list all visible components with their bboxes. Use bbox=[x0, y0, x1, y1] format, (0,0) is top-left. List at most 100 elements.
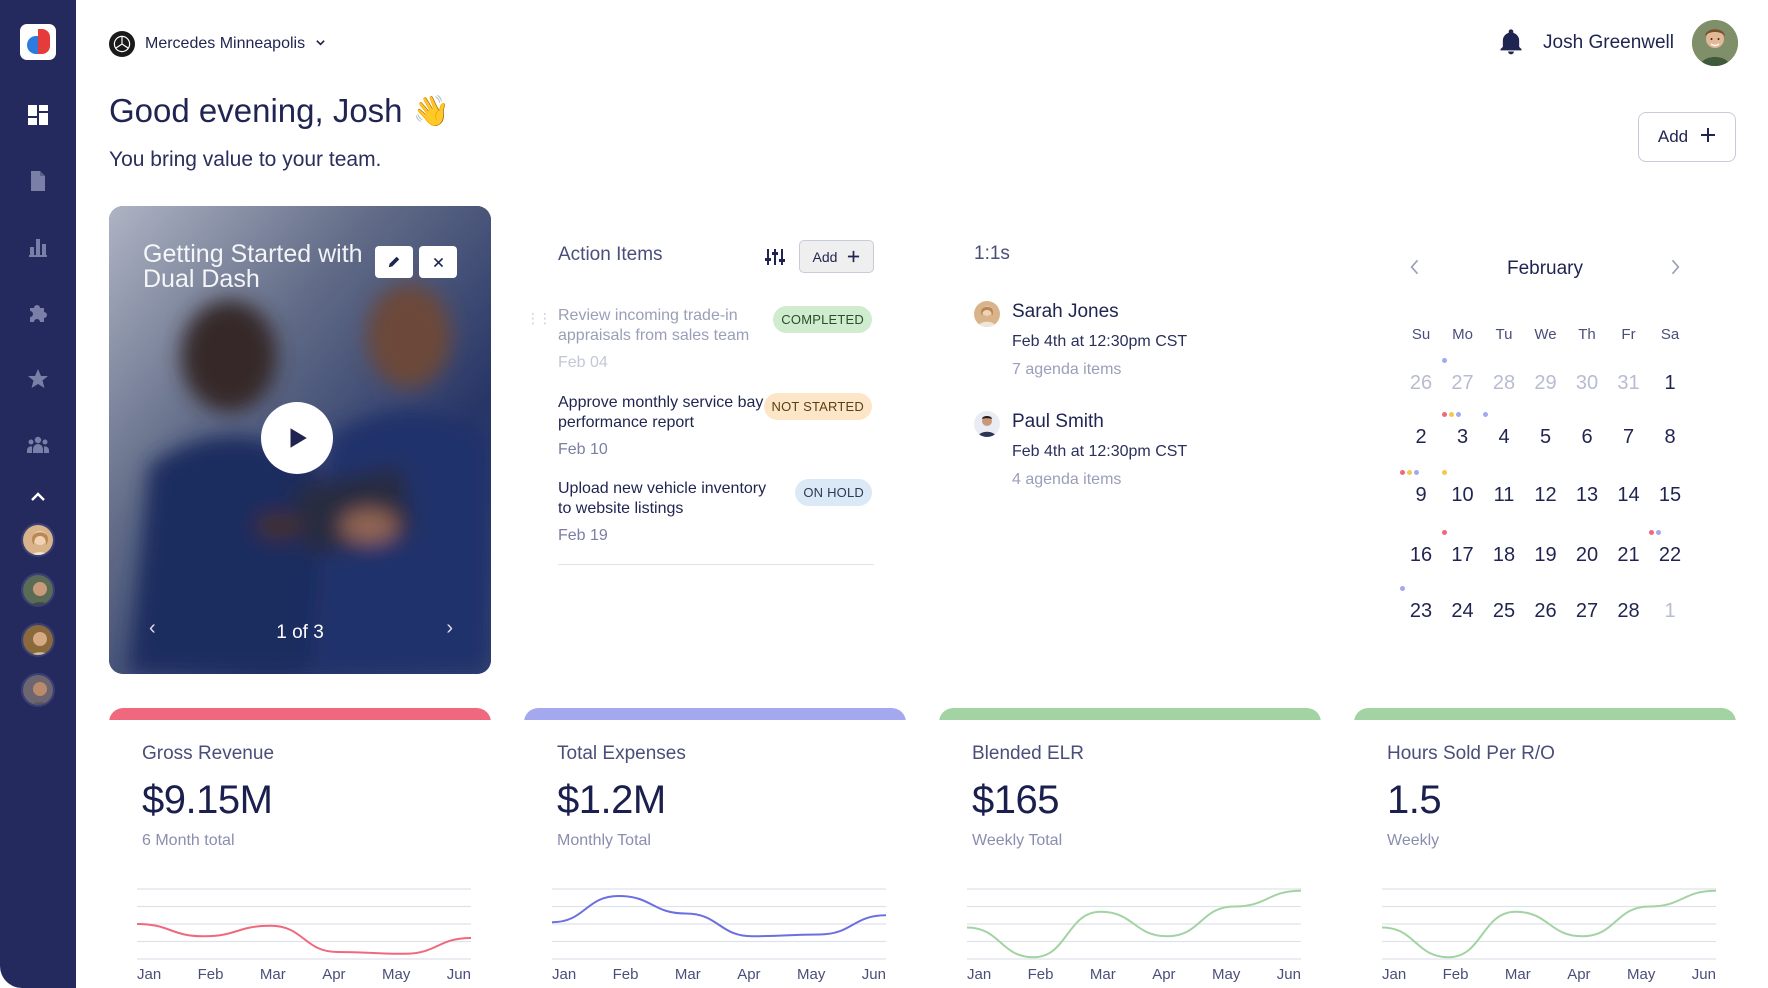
x-axis-labels: Jan Feb Mar Apr May Jun bbox=[552, 966, 886, 983]
calendar-day[interactable]: 12 bbox=[1525, 484, 1567, 507]
avatar[interactable] bbox=[21, 623, 55, 657]
series-line bbox=[552, 894, 886, 938]
mercedes-logo-icon bbox=[109, 31, 135, 57]
next-slide-button[interactable]: › bbox=[446, 617, 453, 639]
star-icon[interactable] bbox=[24, 365, 52, 393]
calendar-day[interactable]: 13 bbox=[1566, 484, 1608, 507]
calendar-day[interactable]: 19 bbox=[1525, 544, 1567, 567]
calendar-day[interactable]: 25 bbox=[1483, 600, 1525, 623]
calendar-day[interactable]: 5 bbox=[1525, 426, 1567, 449]
calendar-day[interactable]: 11 bbox=[1483, 484, 1525, 507]
calendar-day[interactable]: 3 bbox=[1441, 412, 1484, 449]
bell-icon[interactable] bbox=[1497, 27, 1525, 60]
next-month-button[interactable] bbox=[1670, 256, 1680, 282]
calendar-day-number: 31 bbox=[1617, 372, 1640, 394]
filter-icon[interactable] bbox=[762, 246, 788, 268]
team-icon[interactable] bbox=[24, 431, 52, 459]
calendar-day[interactable]: 2 bbox=[1400, 426, 1442, 449]
x-tick-label: Jan bbox=[137, 966, 162, 983]
metric-card[interactable]: Total Expenses $1.2M Monthly Total Jan Feb Ma… bbox=[524, 708, 906, 988]
metric-card[interactable]: Gross Revenue $9.15M 6 Month total Jan Feb Ma… bbox=[109, 708, 491, 988]
calendar-day[interactable]: 1 bbox=[1649, 372, 1691, 395]
previous-slide-button[interactable]: ‹ bbox=[149, 617, 156, 639]
puzzle-icon[interactable] bbox=[24, 299, 52, 327]
calendar-day[interactable]: 26 bbox=[1525, 600, 1567, 623]
drag-handle-icon[interactable]: ⋮⋮ bbox=[526, 310, 552, 326]
list-item[interactable]: Approve monthly service bay performance … bbox=[558, 393, 888, 459]
edit-button[interactable] bbox=[375, 246, 413, 278]
calendar-day[interactable]: 8 bbox=[1649, 426, 1691, 449]
metric-card[interactable]: Blended ELR $165 Weekly Total Jan Feb Mar Apr M… bbox=[939, 708, 1321, 988]
one-on-ones-title: 1:1s bbox=[974, 243, 1010, 264]
event-dot bbox=[1448, 412, 1454, 417]
calendar-day[interactable]: 4 bbox=[1483, 412, 1525, 449]
x-tick-label: Mar bbox=[259, 966, 286, 983]
chevron-up-icon[interactable] bbox=[24, 483, 52, 511]
user-name[interactable]: Josh Greenwell bbox=[1543, 32, 1674, 53]
avatar[interactable] bbox=[21, 573, 55, 607]
divider bbox=[558, 564, 874, 565]
add-button[interactable]: Add bbox=[1638, 112, 1736, 162]
weekday-label: We bbox=[1534, 326, 1557, 343]
close-button[interactable] bbox=[419, 246, 457, 278]
x-tick-label: Jun bbox=[1691, 966, 1716, 983]
previous-month-button[interactable] bbox=[1410, 256, 1420, 282]
calendar-day[interactable]: 22 bbox=[1649, 530, 1691, 567]
metric-label: Blended ELR bbox=[972, 743, 1084, 764]
avatar[interactable] bbox=[21, 523, 55, 557]
event-dot bbox=[1414, 470, 1419, 475]
calendar-day[interactable]: 28 bbox=[1483, 372, 1525, 395]
avatar[interactable] bbox=[21, 673, 55, 707]
calendar-day-number: 5 bbox=[1539, 426, 1552, 448]
user-avatar[interactable] bbox=[1692, 20, 1738, 66]
calendar-day[interactable]: 26 bbox=[1400, 372, 1442, 395]
calendar-day[interactable]: 10 bbox=[1441, 470, 1484, 507]
calendar-day[interactable]: 24 bbox=[1442, 600, 1484, 623]
close-icon bbox=[433, 257, 443, 267]
calendar-day-number: 27 bbox=[1451, 372, 1474, 394]
calendar-day[interactable]: 14 bbox=[1608, 484, 1650, 507]
calendar-day[interactable]: 15 bbox=[1649, 484, 1691, 507]
avatar bbox=[974, 411, 1000, 437]
calendar-day[interactable]: 16 bbox=[1400, 544, 1442, 567]
calendar-day[interactable]: 6 bbox=[1566, 426, 1608, 449]
chart-icon[interactable] bbox=[24, 233, 52, 261]
video-card[interactable]: Getting Started with Dual Dash ‹ 1 of 3 … bbox=[109, 206, 491, 674]
calendar-day[interactable]: 29 bbox=[1525, 372, 1567, 395]
status-badge: ON HOLD bbox=[795, 479, 872, 506]
store-selector[interactable]: Mercedes Minneapolis bbox=[109, 31, 326, 57]
calendar-day[interactable]: 9 bbox=[1400, 470, 1442, 507]
calendar-day[interactable]: 23 bbox=[1400, 586, 1442, 623]
dashboard-icon[interactable] bbox=[24, 101, 52, 129]
metric-card[interactable]: Hours Sold Per R/O 1.5 Weekly Jan Feb Mar Apr M… bbox=[1354, 708, 1736, 988]
app-logo[interactable] bbox=[20, 24, 56, 60]
calendar-day[interactable]: 21 bbox=[1608, 544, 1650, 567]
calendar-day[interactable]: 1 bbox=[1649, 600, 1691, 623]
calendar-day[interactable]: 28 bbox=[1608, 600, 1650, 623]
list-item[interactable]: Review incoming trade-in appraisals from… bbox=[558, 306, 888, 372]
calendar-day[interactable]: 7 bbox=[1608, 426, 1650, 449]
list-item[interactable]: Upload new vehicle inventory to website … bbox=[558, 479, 888, 545]
chevron-right-icon bbox=[1671, 259, 1680, 275]
task-date: Feb 04 bbox=[558, 354, 608, 371]
calendar-day-number: 28 bbox=[1492, 372, 1516, 394]
play-button[interactable] bbox=[261, 402, 333, 474]
calendar-day[interactable]: 27 bbox=[1441, 358, 1484, 395]
play-icon bbox=[290, 428, 307, 448]
calendar-day[interactable]: 17 bbox=[1441, 530, 1484, 567]
calendar-day[interactable]: 30 bbox=[1566, 372, 1608, 395]
status-badge: COMPLETED bbox=[773, 306, 872, 333]
calendar-day[interactable]: 18 bbox=[1483, 544, 1525, 567]
calendar-day-number: 6 bbox=[1581, 426, 1593, 448]
add-action-item-button[interactable]: Add bbox=[799, 240, 874, 273]
calendar-day[interactable]: 31 bbox=[1608, 372, 1650, 395]
calendar-day-number: 1 bbox=[1664, 372, 1676, 394]
calendar-day[interactable]: 20 bbox=[1566, 544, 1608, 567]
sparkline-chart bbox=[137, 888, 471, 960]
calendar-day-number: 30 bbox=[1575, 372, 1599, 394]
metric-label: Hours Sold Per R/O bbox=[1387, 743, 1555, 764]
slide-pager: 1 of 3 bbox=[276, 622, 324, 643]
x-tick-label: Feb bbox=[612, 966, 639, 983]
calendar-day[interactable]: 27 bbox=[1566, 600, 1608, 623]
document-icon[interactable] bbox=[24, 167, 52, 195]
